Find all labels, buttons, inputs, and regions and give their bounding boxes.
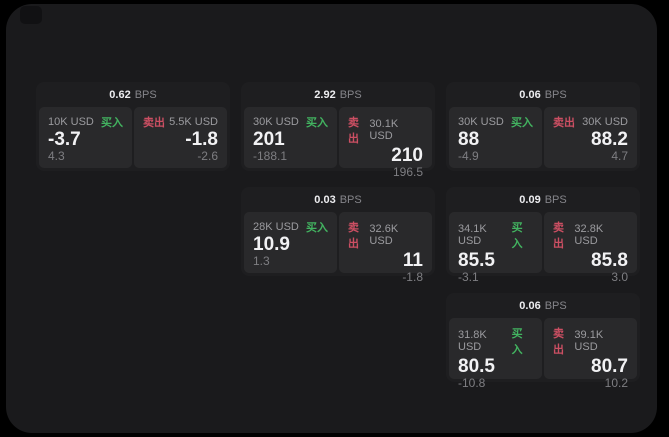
spread-value: 0.03: [314, 193, 336, 206]
sell-tile[interactable]: 卖出 5.5K USD -1.8 -2.6: [134, 107, 227, 168]
sell-delta: 4.7: [611, 149, 628, 163]
sell-delta: -1.8: [402, 270, 423, 284]
sell-delta: -2.6: [197, 149, 218, 163]
sell-size: 30.1K USD: [369, 118, 399, 142]
spread-value: 0.06: [519, 88, 541, 101]
sell-size: 30K USD: [582, 116, 628, 128]
buy-tile[interactable]: 34.1K USD 买入 85.5 -3.1: [449, 212, 542, 284]
sell-label: 卖出: [553, 328, 564, 356]
buy-tile[interactable]: 30K USD 买入 201 -188.1: [244, 107, 337, 168]
sell-delta: 10.2: [604, 376, 628, 390]
sell-label: 卖出: [348, 117, 359, 145]
buy-price: 80.5: [458, 356, 495, 377]
app-surface: 0.62 BPS 10K USD 买入 -3.7 4.3 卖出 5.5K USD…: [6, 4, 657, 433]
sell-price: 88.2: [591, 129, 628, 150]
buy-price: 85.5: [458, 250, 495, 271]
spread-header: 0.06 BPS: [446, 293, 640, 318]
buy-label: 买入: [101, 117, 123, 129]
sell-tile[interactable]: 卖出 30.1K USD 210 196.5: [339, 107, 432, 179]
sell-size: 32.6K USD: [369, 223, 399, 247]
quote-body: 31.8K USD 买入 80.5 -10.8 卖出 39.1K USD 80.…: [446, 318, 640, 390]
buy-delta: -3.1: [458, 270, 479, 284]
spread-value: 2.92: [314, 88, 336, 101]
app-icon: [20, 6, 42, 24]
buy-size: 30K USD: [253, 116, 299, 128]
quote-card: 0.06 BPS 30K USD 买入 88 -4.9 卖出 30K USD 8…: [446, 82, 640, 171]
buy-price: -3.7: [48, 129, 81, 150]
buy-label: 买入: [306, 117, 328, 129]
buy-delta: -188.1: [253, 149, 288, 163]
quote-body: 30K USD 买入 201 -188.1 卖出 30.1K USD 210 1…: [241, 107, 435, 179]
buy-delta: 4.3: [48, 149, 65, 163]
sell-price: -1.8: [185, 129, 218, 150]
buy-tile[interactable]: 31.8K USD 买入 80.5 -10.8: [449, 318, 542, 390]
spread-unit: BPS: [339, 88, 362, 101]
buy-delta: -10.8: [458, 376, 486, 390]
sell-delta: 196.5: [392, 165, 423, 179]
sell-tile[interactable]: 卖出 32.8K USD 85.8 3.0: [544, 212, 637, 284]
spread-value: 0.06: [519, 299, 541, 312]
spread-unit: BPS: [544, 88, 567, 101]
quote-body: 10K USD 买入 -3.7 4.3 卖出 5.5K USD -1.8 -2.…: [36, 107, 230, 171]
buy-price: 201: [253, 129, 285, 150]
sell-size: 39.1K USD: [574, 329, 604, 353]
spread-header: 0.09 BPS: [446, 187, 640, 212]
quote-body: 34.1K USD 买入 85.5 -3.1 卖出 32.8K USD 85.8…: [446, 212, 640, 284]
quote-card: 0.03 BPS 28K USD 买入 10.9 1.3 卖出 32.6K US…: [241, 187, 435, 284]
buy-size: 34.1K USD: [458, 223, 487, 247]
sell-price: 85.8: [591, 250, 628, 271]
quote-body: 30K USD 买入 88 -4.9 卖出 30K USD 88.2 4.7: [446, 107, 640, 171]
spread-header: 0.03 BPS: [241, 187, 435, 212]
sell-price: 11: [402, 250, 423, 271]
spread-value: 0.62: [109, 88, 131, 101]
buy-label: 买入: [511, 117, 533, 129]
sell-size: 5.5K USD: [169, 116, 218, 128]
buy-tile[interactable]: 10K USD 买入 -3.7 4.3: [39, 107, 132, 168]
sell-label: 卖出: [143, 117, 165, 129]
buy-price: 88: [458, 129, 480, 150]
spread-header: 2.92 BPS: [241, 82, 435, 107]
buy-price: 10.9: [253, 234, 290, 255]
sell-tile[interactable]: 卖出 32.6K USD 11 -1.8: [339, 212, 432, 284]
quote-card: 0.06 BPS 31.8K USD 买入 80.5 -10.8 卖出 39.1…: [446, 293, 640, 390]
spread-header: 0.06 BPS: [446, 82, 640, 107]
sell-label: 卖出: [348, 222, 359, 250]
quote-card: 2.92 BPS 30K USD 买入 201 -188.1 卖出 30.1K …: [241, 82, 435, 179]
sell-label: 卖出: [553, 222, 564, 250]
sell-tile[interactable]: 卖出 39.1K USD 80.7 10.2: [544, 318, 637, 390]
buy-label: 买入: [511, 328, 523, 356]
spread-value: 0.09: [519, 193, 541, 206]
buy-delta: 1.3: [253, 254, 270, 268]
buy-size: 30K USD: [458, 116, 504, 128]
buy-size: 31.8K USD: [458, 329, 487, 353]
buy-size: 10K USD: [48, 116, 94, 128]
sell-delta: 3.0: [611, 270, 628, 284]
spread-unit: BPS: [134, 88, 157, 101]
quote-body: 28K USD 买入 10.9 1.3 卖出 32.6K USD 11 -1.8: [241, 212, 435, 284]
buy-size: 28K USD: [253, 221, 299, 233]
sell-label: 卖出: [553, 117, 575, 129]
buy-delta: -4.9: [458, 149, 479, 163]
sell-size: 32.8K USD: [574, 223, 604, 247]
buy-label: 买入: [306, 222, 328, 234]
sell-price: 210: [391, 145, 423, 166]
quote-card: 0.62 BPS 10K USD 买入 -3.7 4.3 卖出 5.5K USD…: [36, 82, 230, 171]
buy-tile[interactable]: 28K USD 买入 10.9 1.3: [244, 212, 337, 273]
buy-tile[interactable]: 30K USD 买入 88 -4.9: [449, 107, 542, 168]
spread-unit: BPS: [544, 193, 567, 206]
buy-label: 买入: [511, 222, 523, 250]
spread-unit: BPS: [544, 299, 567, 312]
spread-header: 0.62 BPS: [36, 82, 230, 107]
quote-card: 0.09 BPS 34.1K USD 买入 85.5 -3.1 卖出 32.8K…: [446, 187, 640, 284]
sell-tile[interactable]: 卖出 30K USD 88.2 4.7: [544, 107, 637, 168]
sell-price: 80.7: [591, 356, 628, 377]
spread-unit: BPS: [339, 193, 362, 206]
